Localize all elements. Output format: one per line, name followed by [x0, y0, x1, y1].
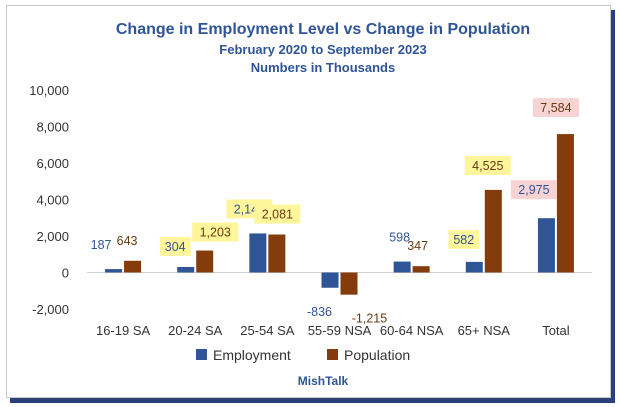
x-tick-label: 65+ NSA	[458, 323, 511, 338]
data-label-highlight	[464, 155, 511, 175]
bar-chart: Change in Employment Level vs Change in …	[29, 21, 592, 388]
y-tick-label: 0	[62, 266, 69, 281]
bar-population-60-64-nsa	[412, 266, 430, 273]
data-label-employment-total: 2,975	[518, 183, 549, 197]
chart-frame: Change in Employment Level vs Change in …	[6, 5, 611, 398]
chart-title: Change in Employment Level vs Change in …	[116, 21, 530, 38]
x-tick-label: 60-64 NSA	[380, 323, 444, 338]
chart-subtitle-units: Numbers in Thousands	[251, 60, 395, 75]
y-tick-label: -2,000	[32, 302, 69, 317]
bar-population-16-19-sa	[124, 260, 142, 273]
y-tick-label: 10,000	[29, 83, 69, 98]
legend: Employment Population	[196, 347, 410, 363]
x-axis: 16-19 SA 20-24 SA 25-54 SA 55-59 NSA 60-64 N…	[87, 272, 592, 338]
y-tick-label: 8,000	[36, 120, 69, 135]
x-tick-label: 55-59 NSA	[308, 323, 372, 338]
bar-population-20-24-sa	[196, 250, 214, 273]
data-label-population-total: 7,584	[540, 101, 571, 115]
bar-employment-55-59-nsa	[321, 272, 339, 288]
legend-swatch-employment	[196, 349, 207, 360]
legend-swatch-population	[327, 349, 338, 360]
data-label-highlight	[532, 98, 579, 118]
data-label-employment-16-19-sa: 187	[91, 238, 112, 252]
data-label-population-55-59-nsa: -1,215	[352, 312, 387, 326]
data-label-highlight	[254, 204, 301, 224]
x-tick-label: Total	[542, 323, 570, 338]
data-label-population-16-19-sa: 643	[117, 234, 138, 248]
chart-subtitle: February 2020 to September 2023	[219, 42, 426, 57]
bars	[105, 134, 574, 295]
data-label-population-60-64-nsa: 347	[407, 239, 428, 253]
data-label-highlight	[192, 222, 239, 242]
data-label-highlight	[448, 229, 480, 249]
y-tick-label: 2,000	[36, 229, 69, 244]
data-label-employment-60-64-nsa: 598	[389, 231, 410, 245]
y-tick-label: 4,000	[36, 193, 69, 208]
bar-employment-20-24-sa	[177, 266, 195, 273]
data-label-population-65-nsa: 4,525	[472, 159, 503, 173]
bar-employment-60-64-nsa	[393, 261, 411, 273]
data-label-highlight	[159, 236, 191, 256]
bar-employment-16-19-sa	[105, 269, 123, 273]
legend-label-employment: Employment	[213, 347, 291, 363]
bar-population-total	[556, 134, 574, 273]
bar-employment-65-nsa	[465, 261, 483, 273]
bar-employment-25-54-sa	[249, 233, 267, 273]
data-label-employment-65-nsa: 582	[453, 233, 474, 247]
bar-employment-total	[537, 218, 555, 273]
x-tick-label: 16-19 SA	[96, 323, 151, 338]
x-tick-label: 25-54 SA	[240, 323, 295, 338]
bar-population-65-nsa	[484, 189, 502, 273]
bar-population-25-54-sa	[268, 234, 286, 273]
y-tick-label: 6,000	[36, 156, 69, 171]
y-axis: -2,000 0 2,000 4,000 6,000 8,000 10,000	[29, 83, 69, 317]
data-label-population-20-24-sa: 1,203	[200, 226, 231, 240]
data-label-employment-55-59-nsa: -836	[307, 305, 332, 319]
data-label-population-25-54-sa: 2,081	[262, 208, 293, 222]
bar-population-55-59-nsa	[340, 272, 358, 295]
x-tick-label: 20-24 SA	[168, 323, 223, 338]
data-label-highlight	[510, 180, 557, 200]
source-label: MishTalk	[298, 374, 349, 388]
legend-label-population: Population	[344, 347, 410, 363]
data-label-employment-20-24-sa: 304	[165, 240, 186, 254]
